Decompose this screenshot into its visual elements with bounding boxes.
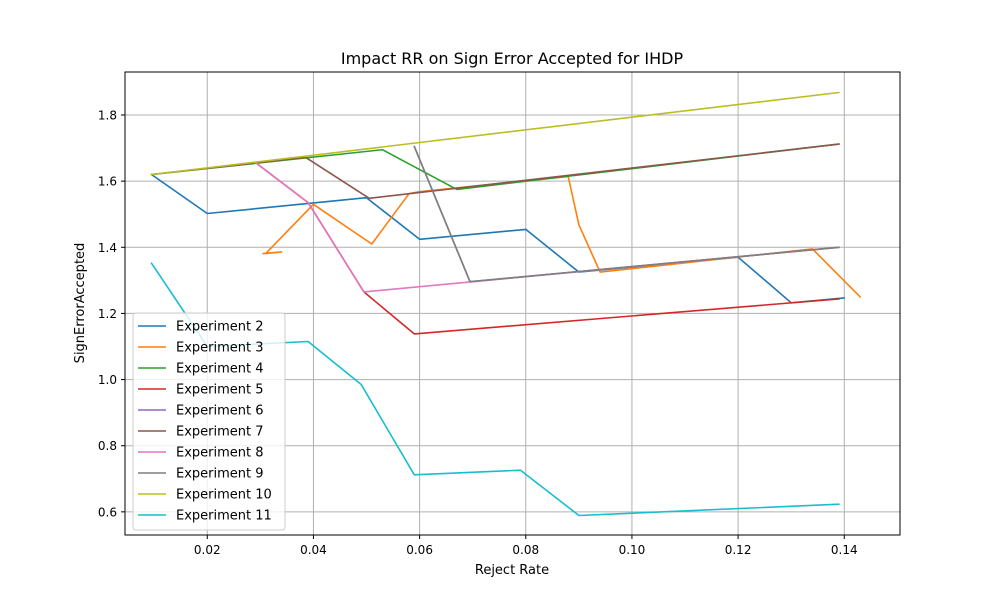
x-tick-label: 0.04 [300,543,327,557]
series-line [150,91,840,176]
series-line [413,145,840,283]
legend-label: Experiment 6 [176,404,264,419]
legend: Experiment 2 Experiment 3 Experiment 4 Expe… [132,312,286,531]
x-tick-label: 0.06 [406,543,433,557]
legend-label: Experiment 4 [176,362,264,377]
legend-label: Experiment 9 [176,467,264,482]
x-axis-label: Reject Rate [475,563,549,578]
x-axis: 0.02 0.04 0.06 0.08 0.10 0.12 0.14 [194,535,858,557]
x-tick-label: 0.10 [619,543,646,557]
y-tick-label: 1.0 [98,373,117,387]
legend-label: Experiment 3 [176,341,264,356]
series-lines [150,91,862,517]
y-tick-label: 1.6 [98,175,117,189]
y-axis: 0.6 0.8 1.0 1.2 1.4 1.6 1.8 [98,108,125,519]
y-axis-label: SignErrorAccepted [73,243,88,364]
legend-label: Experiment 8 [176,446,264,461]
y-tick-label: 1.8 [98,108,117,122]
legend-label: Experiment 5 [176,383,264,398]
legend-label: Experiment 2 [176,320,264,335]
x-tick-label: 0.14 [831,543,858,557]
x-tick-label: 0.12 [725,543,752,557]
y-tick-label: 1.2 [98,307,117,321]
chart-title: Impact RR on Sign Error Accepted for IHD… [341,49,684,68]
legend-label: Experiment 11 [176,509,272,524]
y-tick-label: 0.6 [98,505,117,519]
plot-frame [124,71,901,536]
grid-lines [125,72,900,535]
y-tick-label: 0.8 [98,439,117,453]
legend-label: Experiment 7 [176,425,264,440]
x-tick-label: 0.02 [194,543,221,557]
y-tick-label: 1.4 [98,241,117,255]
legend-box [132,312,286,531]
legend-label: Experiment 10 [176,488,272,503]
series-line [150,173,846,304]
x-tick-label: 0.08 [512,543,539,557]
